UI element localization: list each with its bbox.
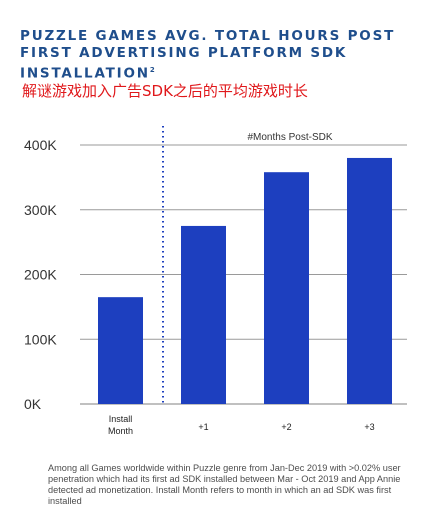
chart-title: PUZZLE GAMES AVG. TOTAL HOURS POST FIRST… (20, 28, 396, 82)
x-tick-label-line: Month (108, 426, 133, 436)
x-tick-label-line: +2 (281, 422, 291, 432)
bar (181, 225, 226, 404)
y-tick-label: 100K (24, 331, 57, 347)
bar-chart: 0K 100K 200K 300K 400K #Months Post-SDK Instal… (24, 126, 407, 436)
y-tick-label: 0K (24, 396, 42, 412)
bar (264, 172, 309, 404)
x-tick-label: +2 (281, 422, 291, 432)
title-superscript: 2 (149, 66, 155, 74)
x-tick-label: +3 (364, 422, 374, 432)
x-tick-label-line: +1 (198, 422, 208, 432)
y-tick-label: 200K (24, 267, 57, 283)
bar (347, 157, 392, 404)
footnote: Among all Games worldwide within Puzzle … (48, 463, 401, 506)
chart-subtitle: 解谜游戏加入广告SDK之后的平均游戏时长 (22, 82, 308, 100)
months-post-sdk-label: #Months Post-SDK (247, 132, 332, 143)
x-tick-label: +1 (198, 422, 208, 432)
y-tick-label: 300K (24, 202, 57, 218)
y-tick-label: 400K (24, 137, 57, 153)
x-tick-label-line: +3 (364, 422, 374, 432)
x-tick-label: Install Month (108, 414, 133, 436)
bar (98, 297, 143, 404)
x-tick-label-line: Install (109, 414, 133, 424)
